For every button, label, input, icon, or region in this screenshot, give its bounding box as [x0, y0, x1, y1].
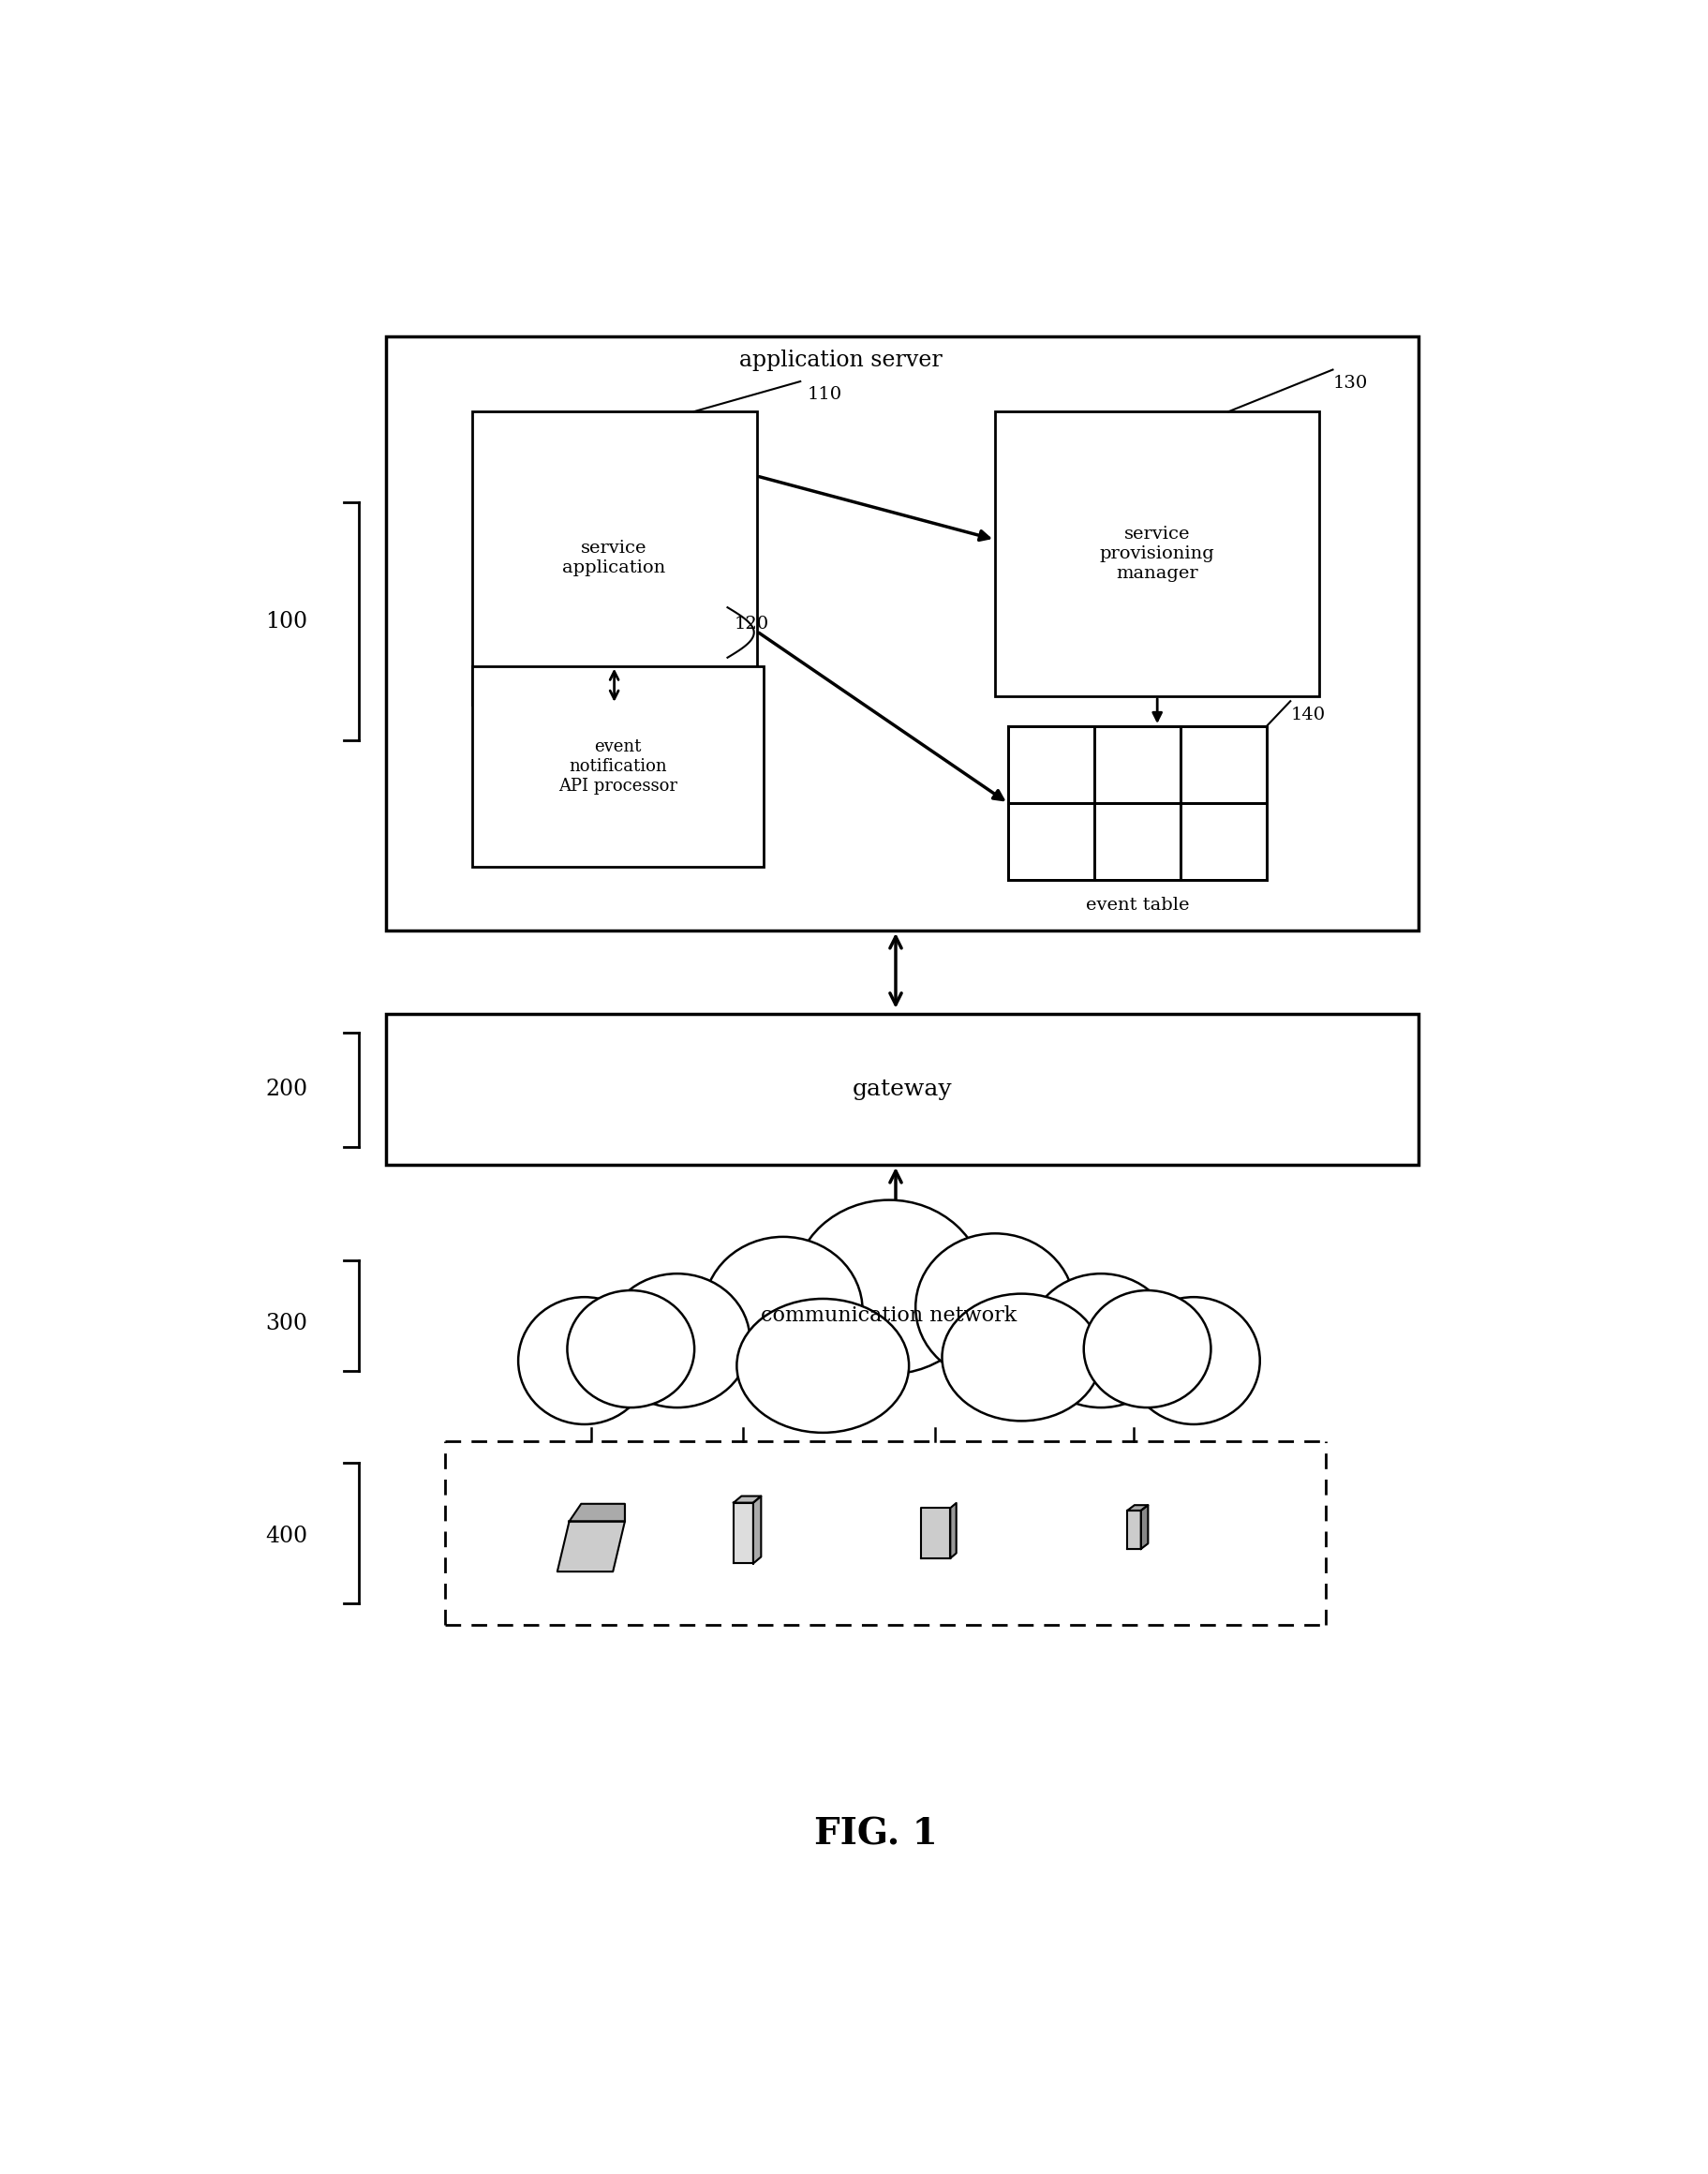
- Bar: [1008, 726, 1266, 880]
- Bar: [446, 1441, 1325, 1626]
- Ellipse shape: [531, 1224, 1247, 1424]
- Ellipse shape: [704, 1237, 863, 1385]
- Bar: [386, 1013, 1418, 1165]
- Ellipse shape: [1083, 1291, 1211, 1407]
- Text: communication network: communication network: [760, 1304, 1016, 1326]
- Ellipse shape: [793, 1200, 984, 1374]
- Ellipse shape: [518, 1298, 651, 1424]
- Ellipse shape: [941, 1294, 1100, 1422]
- Ellipse shape: [915, 1233, 1074, 1380]
- Bar: [500, 374, 786, 667]
- Polygon shape: [753, 1496, 760, 1563]
- Text: gateway: gateway: [852, 1078, 951, 1100]
- Polygon shape: [1127, 1504, 1148, 1511]
- Polygon shape: [1141, 1504, 1148, 1548]
- Text: 200: 200: [265, 1078, 307, 1100]
- Polygon shape: [557, 1522, 625, 1572]
- Text: 140: 140: [1290, 707, 1324, 724]
- Text: 130: 130: [1332, 374, 1366, 391]
- Bar: [386, 337, 1418, 930]
- Ellipse shape: [736, 1298, 909, 1433]
- Polygon shape: [569, 1504, 625, 1522]
- Text: event table: event table: [1085, 898, 1189, 913]
- Bar: [994, 411, 1319, 696]
- Polygon shape: [921, 1509, 950, 1559]
- Polygon shape: [1127, 1511, 1141, 1548]
- Bar: [471, 411, 757, 704]
- Text: 300: 300: [265, 1313, 307, 1335]
- Text: 400: 400: [265, 1526, 307, 1548]
- Polygon shape: [733, 1502, 753, 1563]
- Text: FIG. 1: FIG. 1: [813, 1817, 938, 1852]
- Ellipse shape: [1028, 1274, 1173, 1407]
- Text: service
provisioning
manager: service provisioning manager: [1100, 526, 1214, 583]
- Bar: [487, 393, 770, 687]
- Text: 100: 100: [265, 611, 307, 633]
- Ellipse shape: [567, 1291, 693, 1407]
- Text: 120: 120: [734, 615, 769, 633]
- Ellipse shape: [1127, 1298, 1259, 1424]
- Text: event
notification
API processor: event notification API processor: [559, 739, 676, 794]
- Text: service
application: service application: [562, 539, 666, 576]
- Ellipse shape: [605, 1274, 750, 1407]
- Bar: [471, 665, 763, 867]
- Polygon shape: [733, 1496, 760, 1502]
- Polygon shape: [950, 1502, 956, 1559]
- Text: 110: 110: [806, 387, 842, 404]
- Text: application server: application server: [738, 350, 941, 372]
